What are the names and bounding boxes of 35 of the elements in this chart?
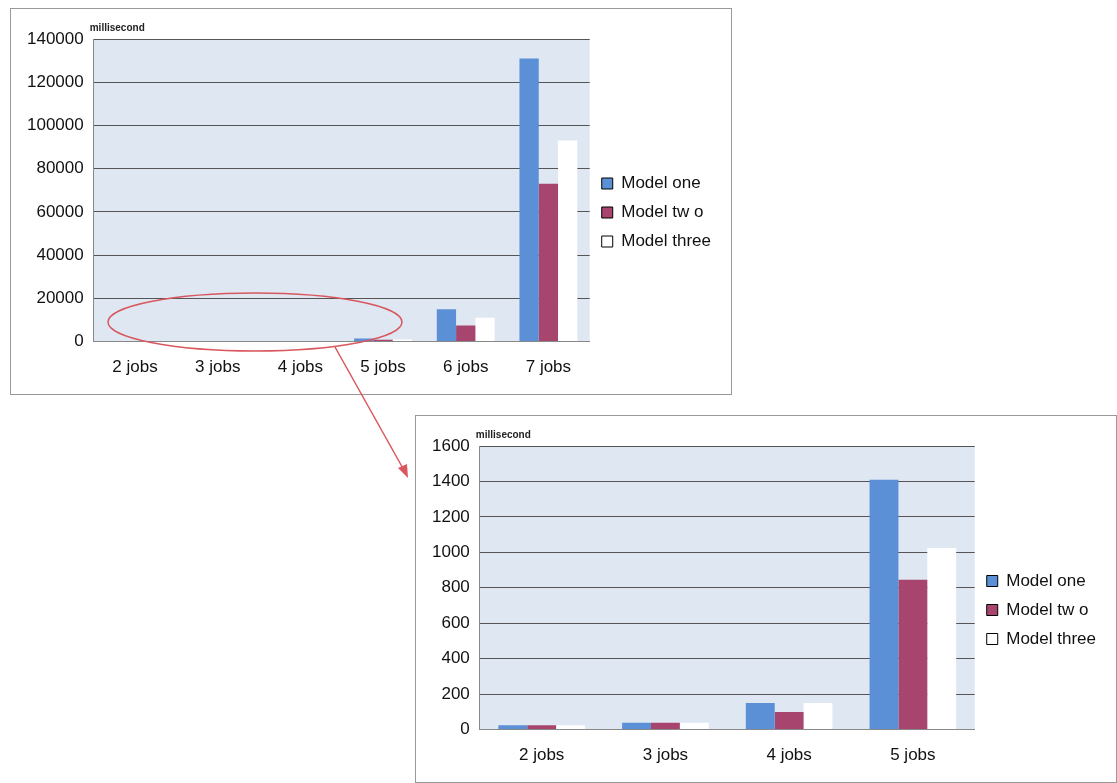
x-tick-label: 3 jobs xyxy=(195,357,241,377)
y-tick-label: 0 xyxy=(460,719,470,739)
y-tick-label: 140000 xyxy=(26,28,84,48)
x-tick-label: 2 jobs xyxy=(112,357,158,377)
y-tick-label: 600 xyxy=(441,612,470,632)
y-axis-title: millisecond xyxy=(89,21,145,33)
y-tick-label: 1000 xyxy=(431,542,470,562)
y-tick-label: 60000 xyxy=(36,201,84,221)
y-tick-label: 800 xyxy=(441,577,470,597)
legend-label: Model tw o xyxy=(1006,599,1089,619)
y-tick-label: 120000 xyxy=(26,71,84,91)
legend-label: Model three xyxy=(1006,628,1097,648)
y-tick-label: 1600 xyxy=(431,435,470,455)
y-tick-label: 1400 xyxy=(431,471,470,491)
legend-label: Model three xyxy=(621,231,712,251)
y-tick-label: 0 xyxy=(74,331,84,351)
y-tick-label: 20000 xyxy=(36,288,84,308)
y-tick-label: 80000 xyxy=(36,158,84,178)
x-tick-label: 4 jobs xyxy=(277,357,324,377)
x-tick-label: 6 jobs xyxy=(443,357,489,377)
y-tick-label: 1200 xyxy=(431,506,470,526)
x-tick-label: 5 jobs xyxy=(890,745,936,765)
x-tick-label: 5 jobs xyxy=(360,357,406,377)
legend-label: Model one xyxy=(621,173,701,193)
y-tick-label: 40000 xyxy=(36,244,84,264)
y-tick-label: 100000 xyxy=(26,115,84,135)
x-tick-label: 7 jobs xyxy=(525,357,572,377)
y-tick-label: 200 xyxy=(441,683,470,703)
y-tick-label: 400 xyxy=(441,648,470,668)
x-tick-label: 4 jobs xyxy=(766,745,812,765)
y-axis-title: millisecond xyxy=(475,428,531,440)
legend-label: Model one xyxy=(1006,570,1086,590)
x-tick-label: 2 jobs xyxy=(518,745,565,765)
x-tick-label: 3 jobs xyxy=(642,745,689,765)
legend-label: Model tw o xyxy=(621,202,704,222)
